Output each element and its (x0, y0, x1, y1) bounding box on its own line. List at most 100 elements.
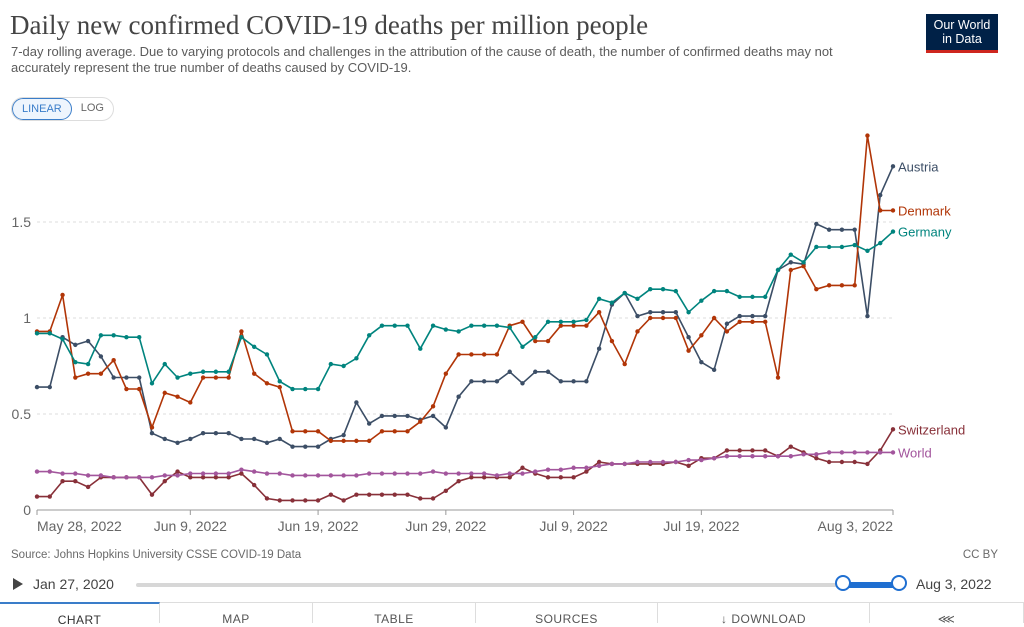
data-point-germany (775, 267, 781, 273)
owid-logo[interactable]: Our World in Data (926, 14, 998, 53)
data-point-switzerland (469, 475, 474, 480)
data-point-switzerland (47, 494, 52, 499)
data-point-switzerland (737, 448, 742, 453)
data-point-denmark (660, 315, 666, 321)
data-point-world (660, 459, 666, 465)
data-point-austria (571, 379, 576, 384)
data-point-germany (149, 381, 155, 386)
tab-map[interactable]: MAP (160, 602, 313, 626)
y-tick-label: 0.5 (12, 406, 32, 422)
data-point-switzerland (149, 492, 155, 497)
data-point-world (724, 454, 730, 459)
tab-table[interactable]: TABLE (313, 602, 476, 626)
data-point-denmark (124, 386, 129, 392)
license-label[interactable]: CC BY (962, 549, 998, 561)
tab-sources[interactable]: SOURCES (476, 602, 658, 626)
scale-toggle[interactable]: LINEAR LOG (11, 97, 114, 121)
x-tick-label: Jun 9, 2022 (154, 518, 227, 534)
data-point-switzerland (277, 498, 282, 503)
x-tick-label: Aug 3, 2022 (817, 518, 893, 534)
data-point-austria (188, 436, 193, 442)
data-point-austria (724, 321, 730, 326)
data-point-switzerland (379, 492, 385, 497)
data-point-germany (494, 323, 500, 328)
data-point-switzerland (354, 492, 359, 497)
data-point-austria (865, 313, 870, 319)
data-point-austria (673, 310, 679, 315)
data-point-world (558, 467, 564, 472)
data-point-austria (392, 413, 397, 419)
data-point-austria (303, 444, 308, 449)
data-point-denmark (890, 208, 896, 213)
data-point-denmark (609, 338, 615, 344)
data-point-denmark (443, 371, 449, 376)
timeline-start-handle[interactable] (835, 575, 851, 591)
data-point-austria (354, 400, 359, 405)
data-point-world (890, 450, 896, 455)
log-scale-button[interactable]: LOG (80, 102, 104, 114)
timeline-track[interactable] (136, 583, 902, 587)
data-point-switzerland (558, 475, 564, 480)
x-tick-label: Jul 19, 2022 (663, 518, 739, 534)
data-point-switzerland (366, 492, 372, 497)
data-point-germany (188, 371, 193, 376)
data-point-switzerland (392, 492, 397, 497)
data-point-denmark (85, 371, 91, 376)
linear-scale-button[interactable]: LINEAR (12, 98, 72, 120)
data-point-germany (60, 336, 65, 342)
source-note[interactable]: Source: Johns Hopkins University CSSE CO… (11, 549, 302, 561)
data-point-germany (303, 386, 308, 392)
data-point-germany (251, 344, 257, 349)
data-point-austria (430, 413, 436, 419)
logo-line2: in Data (942, 32, 982, 46)
data-point-austria (341, 432, 346, 438)
data-point-switzerland (584, 469, 589, 474)
timeline[interactable]: Jan 27, 2020 Aug 3, 2022 (0, 572, 1024, 598)
data-point-world (200, 471, 206, 476)
data-point-world (622, 461, 627, 467)
data-point-austria (699, 359, 704, 365)
data-point-germany (366, 333, 372, 338)
data-point-austria (443, 425, 449, 430)
tab-download[interactable]: ↓ DOWNLOAD (658, 602, 870, 626)
data-point-germany (699, 298, 704, 303)
data-point-austria (584, 379, 589, 384)
data-point-austria (533, 369, 538, 374)
data-point-world (737, 454, 742, 459)
data-point-denmark (635, 329, 640, 334)
data-point-world (865, 450, 870, 455)
data-point-denmark (226, 375, 231, 380)
series-label-austria: Austria (898, 159, 939, 174)
data-point-denmark (213, 375, 219, 380)
data-point-denmark (418, 419, 423, 424)
data-point-world (162, 473, 167, 478)
data-point-germany (763, 294, 768, 300)
data-point-austria (213, 431, 219, 436)
data-point-denmark (839, 283, 845, 288)
data-point-switzerland (315, 498, 321, 503)
timeline-end-label: Aug 3, 2022 (916, 576, 992, 592)
data-point-austria (852, 227, 857, 232)
data-point-world (60, 471, 65, 476)
data-point-switzerland (443, 488, 449, 493)
data-point-germany (226, 369, 231, 374)
tab-chart[interactable]: CHART (0, 602, 160, 627)
data-point-austria (315, 444, 321, 449)
series-label-world: World (898, 445, 932, 460)
data-point-world (264, 471, 270, 476)
share-icon[interactable]: ⋘ (870, 602, 1024, 626)
data-point-austria (763, 313, 768, 319)
data-point-switzerland (175, 469, 180, 474)
timeline-end-handle[interactable] (891, 575, 907, 591)
play-icon[interactable] (13, 578, 23, 590)
data-point-switzerland (520, 465, 525, 470)
data-point-austria (85, 338, 91, 344)
data-point-denmark (763, 319, 768, 325)
series-line-austria (37, 165, 894, 448)
data-point-switzerland (226, 475, 231, 480)
data-point-germany (635, 296, 640, 301)
data-point-world (456, 471, 461, 476)
data-point-austria (162, 436, 167, 442)
data-point-switzerland (85, 484, 91, 490)
data-point-austria (469, 379, 474, 384)
